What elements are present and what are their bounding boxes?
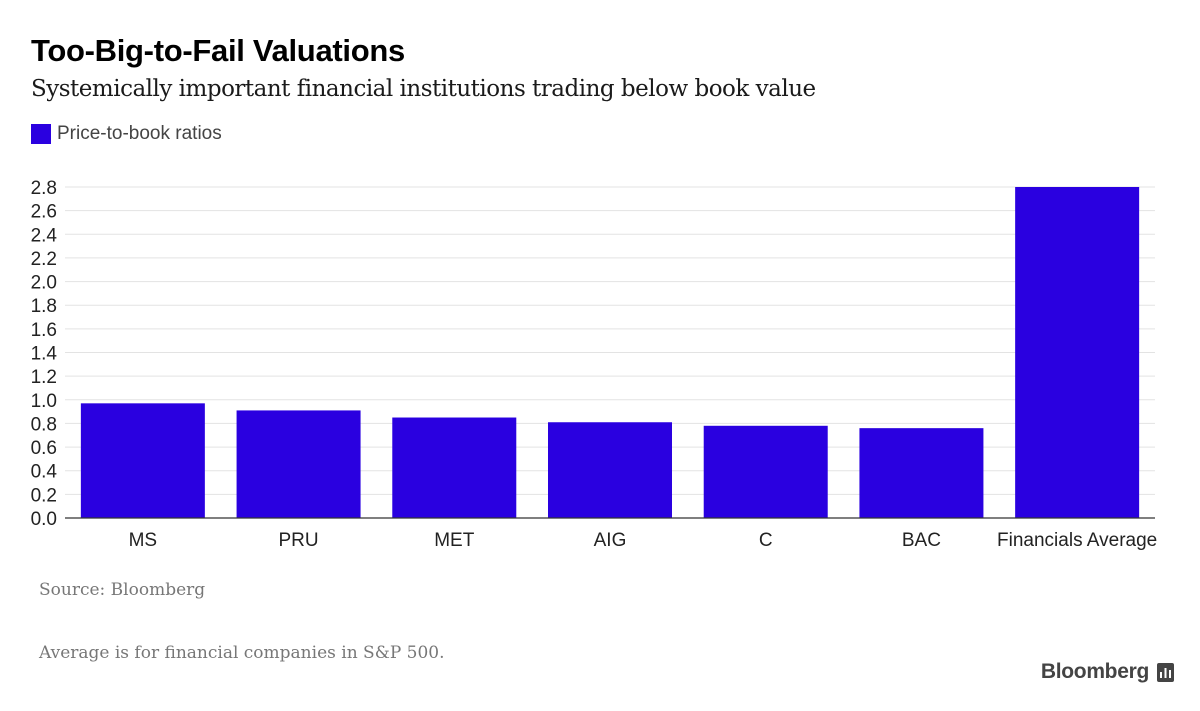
legend: Price-to-book ratios <box>31 123 222 145</box>
y-axis-ticks: 0.00.20.40.60.81.01.21.41.61.82.02.22.42… <box>31 178 58 530</box>
brand: Bloomberg <box>1041 660 1174 684</box>
bar-c <box>703 425 828 518</box>
chart-title: Too-Big-to-Fail Valuations <box>31 33 405 68</box>
x-tick-label: PRU <box>279 530 319 551</box>
y-tick-label: 2.2 <box>31 249 57 270</box>
x-tick-label: AIG <box>594 530 627 551</box>
y-tick-label: 0.8 <box>31 414 57 435</box>
y-tick-label: 1.8 <box>31 296 57 317</box>
y-tick-label: 2.8 <box>31 178 57 199</box>
bar-met <box>392 417 517 518</box>
x-tick-label: MS <box>129 530 158 551</box>
y-tick-label: 1.4 <box>31 344 58 365</box>
bar-pru <box>236 410 361 518</box>
legend-swatch <box>31 124 51 144</box>
x-tick-label: MET <box>434 530 475 551</box>
x-axis-ticks: MS PRU MET AIG C BAC Financials Average <box>129 530 1158 551</box>
x-tick-label: C <box>759 530 773 551</box>
y-tick-label: 2.6 <box>31 202 57 223</box>
y-tick-label: 0.2 <box>31 485 57 506</box>
x-tick-label: BAC <box>902 530 941 551</box>
y-tick-label: 1.0 <box>31 391 57 412</box>
y-tick-label: 1.2 <box>31 367 57 388</box>
source-note: Source: Bloomberg <box>39 580 206 600</box>
bloomberg-wordmark: Bloomberg <box>1040 660 1149 683</box>
bar-financials-average <box>1015 187 1140 518</box>
y-tick-label: 2.0 <box>31 273 57 294</box>
y-tick-label: 0.6 <box>31 438 57 459</box>
y-tick-label: 1.6 <box>31 320 57 341</box>
y-tick-label: 2.4 <box>31 225 58 246</box>
legend-label: Price-to-book ratios <box>57 123 222 144</box>
chart-subtitle: Systemically important financial institu… <box>31 76 816 102</box>
bar-aig <box>548 422 672 518</box>
x-tick-label: Financials Average <box>997 530 1157 551</box>
bar-ms <box>80 403 205 518</box>
y-tick-label: 0.0 <box>31 509 57 530</box>
footnote: Average is for financial companies in S&… <box>39 643 445 663</box>
bars <box>80 187 1140 518</box>
bloomberg-logo-icon <box>1157 662 1174 682</box>
bar-bac <box>859 428 984 518</box>
y-tick-label: 0.4 <box>31 462 58 483</box>
